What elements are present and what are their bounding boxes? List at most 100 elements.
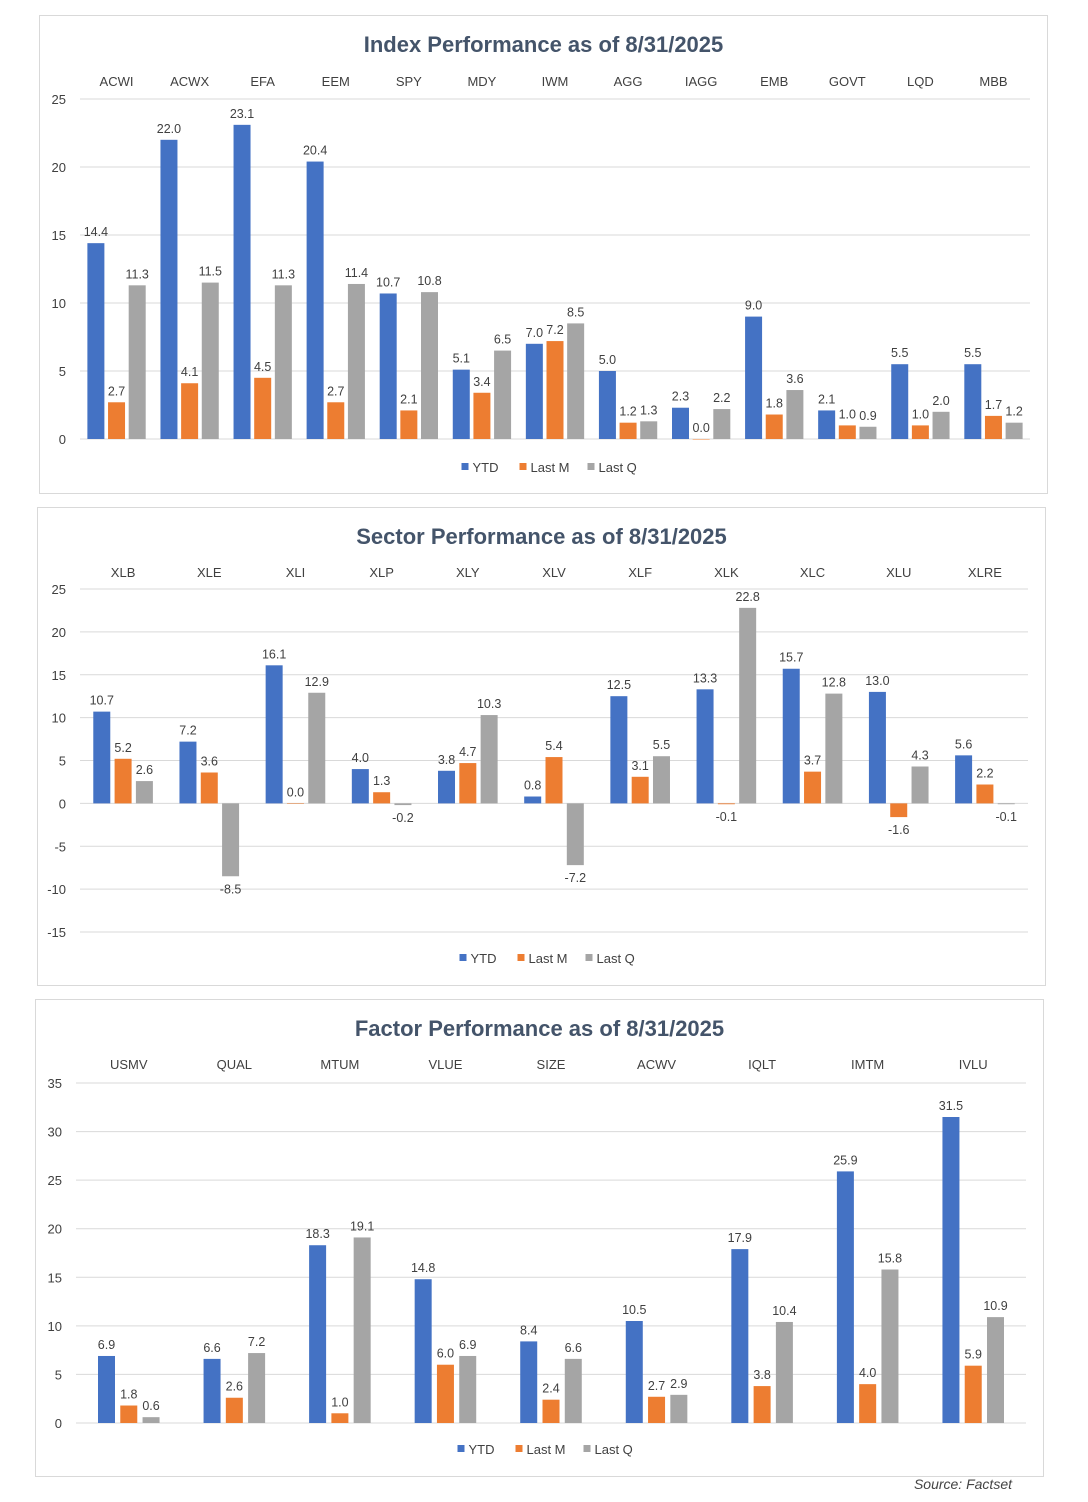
legend: YTD Last M Last Q — [461, 460, 637, 475]
bar-last-q — [739, 607, 757, 804]
bar-last-m — [373, 792, 391, 804]
bar-last-q — [480, 715, 498, 804]
data-label-last-m: 2.4 — [542, 1382, 559, 1396]
data-label-ytd: 23.1 — [230, 107, 254, 121]
bar-ytd — [452, 369, 470, 439]
bar-last-m — [619, 422, 637, 439]
bar-last-m — [631, 776, 649, 804]
data-label-last-q: 1.2 — [1005, 405, 1022, 419]
data-label-last-q: 7.2 — [248, 1335, 265, 1349]
legend-swatch-last-q — [583, 1445, 591, 1452]
bar-ytd — [203, 1358, 221, 1423]
bar-last-m — [327, 402, 345, 439]
legend-swatch-ytd — [457, 1445, 465, 1452]
category-label: GOVT — [829, 74, 866, 89]
index-performance-chart: Index Performance as of 8/31/2025 0 5 10 15 2… — [39, 15, 1048, 494]
data-label-last-m: -0.1 — [716, 810, 738, 824]
bar-ytd — [955, 755, 973, 804]
bar-last-q — [308, 692, 326, 804]
bar-ytd — [745, 316, 763, 439]
data-label-last-m: 4.7 — [459, 745, 476, 759]
category-label: EMB — [760, 74, 788, 89]
legend: YTD Last M Last Q — [459, 951, 635, 966]
bar-last-m — [859, 1384, 877, 1423]
category-label: EEM — [322, 74, 350, 89]
bar-last-q — [353, 1237, 371, 1423]
y-tick-label: 25 — [52, 92, 66, 107]
category-label: LQD — [907, 74, 934, 89]
data-label-last-m: 3.8 — [753, 1368, 770, 1382]
data-label-last-m: 6.0 — [437, 1347, 454, 1361]
data-label-last-m: 3.4 — [473, 375, 490, 389]
data-label-last-m: 3.7 — [804, 754, 821, 768]
data-label-last-q: 1.3 — [640, 403, 657, 417]
legend-label-last-q: Last Q — [595, 1442, 633, 1457]
data-label-ytd: 0.8 — [524, 779, 541, 793]
data-label-last-m: 1.8 — [120, 1388, 137, 1402]
legend-label-last-m: Last M — [531, 460, 570, 475]
data-label-last-q: 11.4 — [345, 266, 368, 280]
bar-last-q — [881, 1269, 899, 1423]
data-label-last-q: 10.4 — [772, 1304, 796, 1318]
legend-swatch-last-m — [517, 954, 525, 961]
data-label-ytd: 6.6 — [203, 1341, 220, 1355]
y-tick-label: 10 — [48, 1319, 62, 1334]
y-tick-label: 10 — [52, 296, 66, 311]
bar-last-m — [890, 803, 908, 818]
bar-ytd — [782, 668, 800, 804]
bar-ytd — [818, 410, 836, 439]
data-label-ytd: 20.4 — [303, 144, 327, 158]
bar-last-m — [436, 1364, 454, 1423]
y-tick-label: 25 — [48, 1173, 62, 1188]
data-label-last-q: 3.6 — [786, 372, 803, 386]
data-label-last-q: 10.8 — [417, 274, 441, 288]
bar-last-q — [652, 756, 670, 804]
data-label-ytd: 5.5 — [891, 346, 908, 360]
data-label-ytd: 15.7 — [779, 651, 803, 665]
bar-last-q — [997, 803, 1015, 805]
bar-ytd — [731, 1249, 749, 1423]
data-label-last-q: 2.9 — [670, 1377, 687, 1391]
data-label-last-m: 5.4 — [545, 739, 562, 753]
category-label: XLU — [886, 565, 911, 580]
data-label-ytd: 2.1 — [818, 392, 835, 406]
data-label-last-m: 0.0 — [287, 785, 304, 799]
bar-ytd — [87, 243, 105, 439]
category-label: ACWI — [100, 74, 134, 89]
bar-ytd — [696, 689, 714, 804]
bar-ytd — [891, 364, 909, 439]
bar-ytd — [610, 696, 628, 804]
data-label-last-m: 3.6 — [201, 755, 218, 769]
category-label: XLRE — [968, 565, 1002, 580]
bar-last-m — [976, 784, 994, 804]
bar-ytd — [309, 1245, 327, 1423]
bar-last-m — [108, 402, 126, 439]
y-tick-label: 5 — [59, 754, 66, 769]
legend-label-last-m: Last M — [529, 951, 568, 966]
bar-last-m — [753, 1386, 771, 1423]
y-tick-label: -5 — [54, 839, 66, 854]
data-label-ytd: 3.8 — [438, 753, 455, 767]
legend-label-last-q: Last Q — [597, 951, 635, 966]
bar-last-q — [775, 1321, 793, 1423]
category-label: SPY — [396, 74, 422, 89]
category-label: SIZE — [537, 1057, 566, 1072]
bar-last-m — [473, 392, 491, 439]
data-label-ytd: 7.0 — [526, 326, 543, 340]
bar-ytd — [625, 1321, 643, 1423]
bar-ytd — [868, 691, 886, 804]
legend-label-last-m: Last M — [527, 1442, 566, 1457]
data-label-ytd: 6.9 — [98, 1338, 115, 1352]
y-tick-label: 20 — [52, 625, 66, 640]
category-label: XLV — [542, 565, 566, 580]
bar-last-q — [222, 803, 240, 877]
data-label-last-m: 2.2 — [976, 767, 993, 781]
data-label-last-m: 4.5 — [254, 360, 271, 374]
data-label-ytd: 25.9 — [833, 1153, 857, 1167]
index-performance-svg: Index Performance as of 8/31/2025 0 5 10 15 2… — [52, 32, 1030, 475]
category-label: QUAL — [217, 1057, 252, 1072]
bar-ytd — [598, 371, 616, 439]
legend-swatch-ytd — [459, 954, 467, 961]
data-label-last-q: 10.9 — [983, 1299, 1007, 1313]
bar-ytd — [438, 770, 456, 804]
